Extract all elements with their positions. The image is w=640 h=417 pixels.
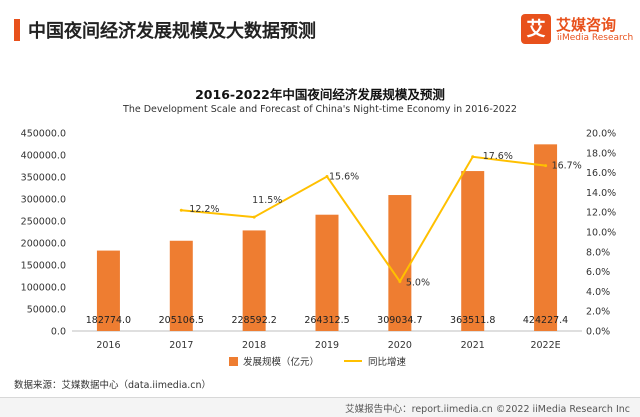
right-axis-tick-label: 4.0% bbox=[586, 287, 610, 298]
growth-rate-label: 5.0% bbox=[406, 278, 430, 289]
left-axis-tick-label: 450000.0 bbox=[21, 129, 66, 140]
data-source-note: 数据来源：艾媒数据中心（data.iimedia.cn） bbox=[14, 380, 212, 391]
right-axis-tick-label: 8.0% bbox=[586, 247, 610, 258]
left-axis-tick-label: 250000.0 bbox=[21, 217, 66, 228]
bar-value-label: 228592.2 bbox=[231, 315, 276, 326]
growth-rate-line bbox=[181, 155, 546, 284]
left-axis-tick-label: 100000.0 bbox=[21, 283, 66, 294]
growth-rate-label: 11.5% bbox=[252, 195, 282, 206]
right-axis-tick-label: 12.0% bbox=[586, 208, 616, 219]
right-axis-tick-label: 20.0% bbox=[586, 129, 616, 140]
bar-value-label: 363511.8 bbox=[450, 315, 495, 326]
bar-2019 bbox=[315, 214, 339, 331]
left-axis-tick-label: 150000.0 bbox=[21, 261, 66, 272]
right-axis-tick-label: 10.0% bbox=[586, 228, 616, 239]
left-axis-tick-label: 400000.0 bbox=[21, 151, 66, 162]
growth-rate-point bbox=[398, 280, 402, 283]
legend-label-bar: 发展规模（亿元） bbox=[243, 356, 319, 368]
title-accent-bar bbox=[14, 19, 20, 41]
left-axis-tick-label: 0.0 bbox=[51, 327, 66, 338]
bar-value-label: 264312.5 bbox=[304, 315, 349, 326]
x-axis-tick-label: 2020 bbox=[388, 340, 412, 351]
left-axis-tick-label: 300000.0 bbox=[21, 195, 66, 206]
legend-label-line: 同比增速 bbox=[368, 356, 407, 368]
top-bar: 中国夜间经济发展规模及大数据预测 艾 艾媒咨询 iiMedia Research bbox=[0, 0, 640, 58]
growth-rate-point bbox=[544, 164, 548, 168]
left-axis-tick-label: 50000.0 bbox=[27, 305, 66, 316]
logo-brand-en: iiMedia Research bbox=[557, 33, 634, 43]
growth-rate-label: 12.2% bbox=[189, 204, 219, 215]
x-axis-tick-label: 2022E bbox=[530, 340, 560, 351]
footer-text: 艾媒报告中心：report.iimedia.cn ©2022 iiMedia R… bbox=[345, 404, 630, 415]
brand-logo: 艾 艾媒咨询 iiMedia Research bbox=[521, 14, 633, 48]
right-axis-tick-label: 18.0% bbox=[586, 148, 616, 159]
growth-rate-label: 15.6% bbox=[329, 172, 359, 183]
bar-2018 bbox=[242, 230, 266, 331]
bar-value-label: 309034.7 bbox=[377, 315, 422, 326]
growth-rate-point bbox=[252, 215, 256, 219]
footer-bar: 艾媒报告中心：report.iimedia.cn ©2022 iiMedia R… bbox=[0, 397, 640, 417]
logo-mark-icon: 艾 bbox=[521, 14, 551, 44]
left-axis-tick-label: 200000.0 bbox=[21, 239, 66, 250]
x-axis-tick-label: 2017 bbox=[169, 340, 193, 351]
bar-value-label: 424227.4 bbox=[523, 315, 568, 326]
x-axis-tick-label: 2019 bbox=[315, 340, 339, 351]
growth-rate-point bbox=[179, 208, 183, 212]
bar-2021 bbox=[461, 171, 485, 331]
growth-rate-label: 16.7% bbox=[552, 161, 582, 172]
growth-rate-label: 17.6% bbox=[483, 151, 513, 162]
legend-swatch-bar bbox=[229, 357, 238, 366]
bar-2020 bbox=[388, 195, 412, 331]
growth-rate-point bbox=[325, 175, 329, 179]
x-axis-tick-label: 2016 bbox=[96, 340, 120, 351]
right-axis-tick-label: 14.0% bbox=[586, 188, 616, 199]
x-axis-tick-label: 2021 bbox=[461, 340, 485, 351]
bar-value-label: 205106.5 bbox=[159, 315, 204, 326]
bar-2022E bbox=[534, 144, 558, 331]
bar-value-label: 182774.0 bbox=[86, 315, 131, 326]
chart-title: 2016-2022年中国夜间经济发展规模及预测 bbox=[195, 87, 445, 102]
bar-2017 bbox=[169, 240, 193, 331]
logo-brand-cn: 艾媒咨询 bbox=[556, 16, 617, 34]
left-axis-tick-label: 350000.0 bbox=[21, 173, 66, 184]
growth-rate-point bbox=[471, 155, 475, 159]
x-axis-tick-label: 2018 bbox=[242, 340, 266, 351]
right-axis-tick-label: 2.0% bbox=[586, 307, 610, 318]
chart-subtitle: The Development Scale and Forecast of Ch… bbox=[123, 104, 517, 115]
page-title: 中国夜间经济发展规模及大数据预测 bbox=[28, 21, 316, 42]
right-axis-tick-label: 0.0% bbox=[586, 327, 610, 338]
right-axis-tick-label: 16.0% bbox=[586, 168, 616, 179]
right-axis-tick-label: 6.0% bbox=[586, 267, 610, 278]
bar-2016 bbox=[96, 250, 120, 331]
